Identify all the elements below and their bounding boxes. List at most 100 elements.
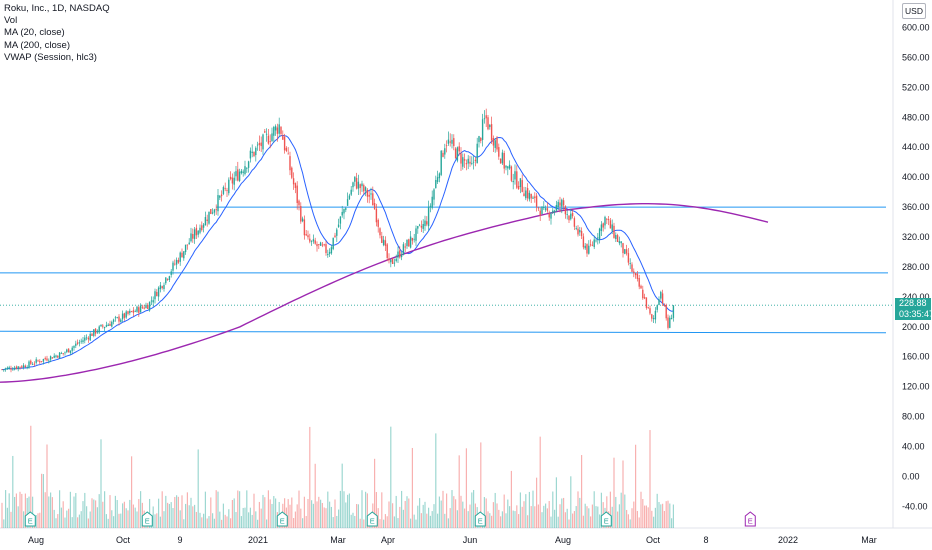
x-tick-label: Mar <box>861 535 877 545</box>
candle-body <box>87 337 90 340</box>
candle-body <box>197 230 199 235</box>
candle-body <box>325 244 327 254</box>
indicator-vol[interactable]: Vol <box>4 15 18 27</box>
earnings-badge-shape <box>366 511 378 527</box>
candle <box>370 187 372 200</box>
earnings-marker[interactable]: E <box>744 511 756 527</box>
price-axis[interactable]: 600.00 560.00 520.00 480.00 440.00 400.00 360.… <box>902 23 930 512</box>
candle-body <box>177 259 180 263</box>
candle-body <box>348 195 351 199</box>
volume-bar <box>433 504 435 528</box>
volume-bar <box>617 511 619 528</box>
candle <box>330 245 333 255</box>
candle-body <box>247 161 250 168</box>
volume-bar <box>561 498 563 528</box>
candle <box>507 165 509 176</box>
volume-bar <box>194 504 196 528</box>
candle <box>505 164 507 171</box>
currency-button[interactable]: USD <box>902 3 926 19</box>
volume-bar <box>465 448 467 528</box>
candle <box>660 290 662 301</box>
volume-bar <box>392 503 394 528</box>
candle <box>661 289 664 306</box>
candle <box>642 285 644 300</box>
support-line-192 <box>0 330 887 334</box>
candle-body <box>607 219 610 221</box>
indicator-ma20[interactable]: MA (20, close) <box>4 27 65 39</box>
volume-bar <box>654 507 656 528</box>
volume-bar <box>201 517 203 528</box>
volume-bar <box>332 517 334 528</box>
volume-bar <box>190 497 192 528</box>
volume-bar <box>5 490 7 528</box>
volume-bar <box>615 496 617 528</box>
candle <box>579 226 581 236</box>
candle <box>345 206 347 213</box>
earnings-marker[interactable]: E <box>366 511 378 527</box>
volume-bar <box>550 516 552 528</box>
candle <box>485 108 487 128</box>
volume-bar <box>374 458 376 528</box>
candle-body <box>94 328 97 334</box>
volume-bar <box>231 499 233 528</box>
volume-bar <box>494 492 496 528</box>
earnings-marker[interactable]: E <box>600 511 612 527</box>
volume-bar <box>105 514 107 528</box>
candle <box>1 369 3 371</box>
candle-body <box>604 216 606 226</box>
candle <box>271 127 273 142</box>
candle-body <box>229 176 232 179</box>
ma-200-line <box>0 202 769 383</box>
candle-body <box>157 287 160 297</box>
volume-bar <box>323 507 325 528</box>
candle-body <box>517 186 520 190</box>
candle <box>535 193 538 212</box>
volume-bar <box>564 512 566 528</box>
volume-bar <box>539 436 541 528</box>
candle-body <box>397 251 399 258</box>
candle <box>348 193 351 200</box>
candle-body <box>154 291 156 300</box>
earnings-marker[interactable]: E <box>141 511 153 527</box>
candle-body <box>355 177 358 189</box>
candle <box>309 233 311 244</box>
candle-body <box>402 244 405 255</box>
volume-bar <box>383 519 385 528</box>
candle <box>222 185 225 196</box>
volume-bar <box>86 506 88 528</box>
volume-bar <box>455 499 457 528</box>
indicator-vwap[interactable]: VWAP (Session, hlc3) <box>4 51 97 63</box>
y-tick-label: 120.00 <box>902 382 930 392</box>
volume-bar <box>527 515 529 528</box>
candle <box>388 253 390 264</box>
candle-body <box>629 263 631 265</box>
candle <box>444 143 446 159</box>
candle-body <box>364 187 367 191</box>
candle-body <box>651 314 653 319</box>
candle-body <box>53 355 55 358</box>
earnings-marker[interactable]: E <box>24 511 36 527</box>
candle-body <box>487 117 489 130</box>
volume-bar <box>39 512 41 528</box>
volume-bar <box>635 444 637 528</box>
indicator-ma200[interactable]: MA (200, close) <box>4 39 70 51</box>
y-tick-label: -40.00 <box>902 501 928 511</box>
candle-body <box>240 170 243 174</box>
candle <box>447 131 450 146</box>
candle <box>393 258 396 267</box>
earnings-marker[interactable]: E <box>276 511 288 527</box>
candle-body <box>591 244 594 246</box>
candle-body <box>64 352 66 354</box>
y-tick-label: 320.00 <box>902 232 930 242</box>
volume-bar <box>50 492 52 528</box>
candle-body <box>244 166 246 175</box>
candle <box>647 306 649 309</box>
candle-body <box>84 337 86 341</box>
symbol-title[interactable]: Roku, Inc., 1D, NASDAQ <box>4 3 110 14</box>
candle-body <box>28 361 30 368</box>
earnings-marker[interactable]: E <box>474 511 486 527</box>
volume-bar <box>485 498 487 528</box>
time-axis[interactable]: Aug Oct 9 2021 Mar Apr Jun Aug Oct 8 2022 Mar <box>28 535 877 545</box>
